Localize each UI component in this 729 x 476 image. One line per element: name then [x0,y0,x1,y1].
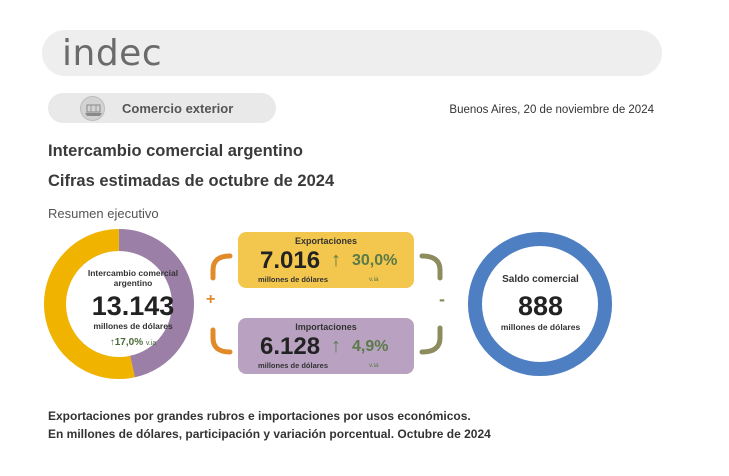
intercambio-summary: Intercambio comercial argentino 13.143 m… [70,268,196,348]
summary-label: Resumen ejecutivo [48,206,159,221]
intercambio-variation-suffix: v.ia [145,340,157,347]
indec-logo[interactable]: indec [62,33,163,74]
page-title: Intercambio comercial argentino [48,142,303,160]
page-subtitle: Cifras estimadas de octubre de 2024 [48,172,335,190]
minus-bracket-top [419,253,443,281]
exportaciones-variation-suffix: v.ia [369,276,379,283]
plus-sign: + [206,291,216,308]
exportaciones-value: 7.016 [260,247,321,274]
section-label: Comercio exterior [122,101,234,116]
report-date: Buenos Aires, 20 de noviembre de 2024 [449,104,654,116]
exportaciones-title: Exportaciones [294,236,358,246]
exportaciones-share-arc [44,229,135,379]
importaciones-share-arc [118,229,194,378]
intercambio-value: 13.143 [91,291,175,321]
cargo-ship-icon [80,96,105,121]
exportaciones-unit: millones de dólares [258,275,329,284]
arrow-up-icon: ↑ [331,335,341,357]
exportaciones-variation: 30,0% [352,252,398,269]
saldo-summary: Saldo comercial 888 millones de dólares [478,274,603,332]
importaciones-box: Importaciones 6.128 ↑ 4,9% millones de d… [238,318,414,374]
footer-caption-line2: En millones de dólares, participación y … [48,427,491,441]
saldo-value: 888 [517,291,564,321]
saldo-donut [468,232,612,376]
intercambio-variation: ↑17,0% v.ia [70,337,196,348]
intercambio-unit: millones de dólares [93,321,173,331]
saldo-unit: millones de dólares [500,322,581,332]
minus-sign: - [439,289,445,309]
importaciones-title: Importaciones [295,322,357,332]
importaciones-value: 6.128 [260,333,321,360]
exportaciones-box: Exportaciones 7.016 ↑ 30,0% millones de … [238,232,414,288]
saldo-label: Saldo comercial [502,274,579,285]
intercambio-variation-value: 17,0% [114,337,144,348]
arrow-up-icon: ↑ [109,337,115,348]
header-bar [42,30,662,76]
importaciones-variation: 4,9% [352,338,389,355]
footer-caption-line1: Exportaciones por grandes rubros e impor… [48,409,471,423]
plus-bracket-top [210,253,233,281]
intercambio-label: Intercambio comercial argentino [87,268,179,288]
intercambio-donut [44,229,194,379]
importaciones-unit: millones de dólares [258,361,329,370]
plus-bracket-bottom [210,327,233,355]
minus-bracket-bottom [419,325,443,355]
importaciones-variation-suffix: v.ia [369,362,379,369]
arrow-up-icon: ↑ [331,249,341,271]
